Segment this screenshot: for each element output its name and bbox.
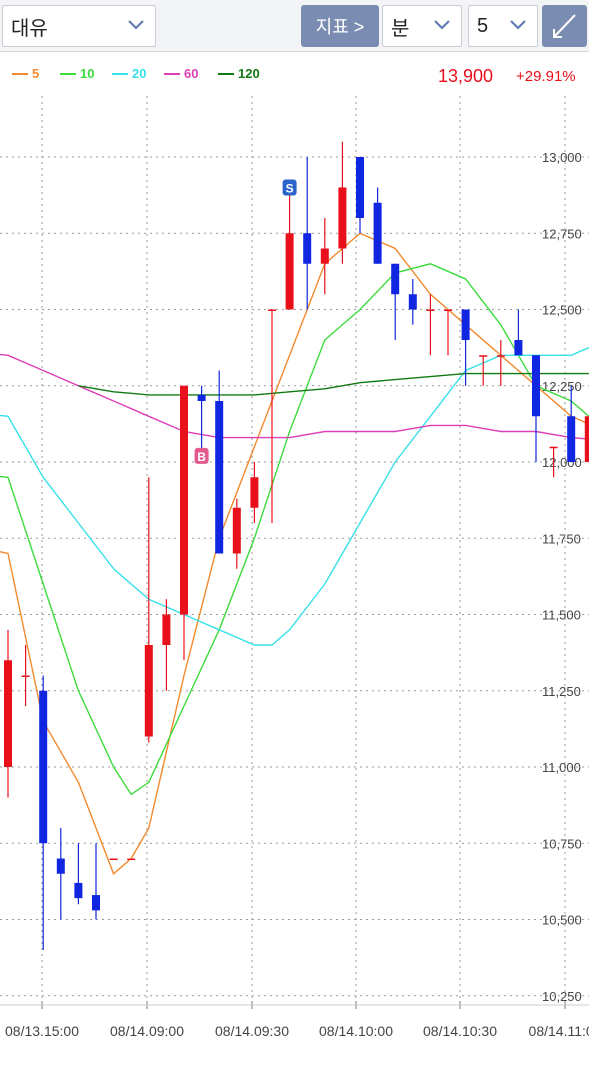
signal-marker-label: S xyxy=(286,182,294,196)
y-tick-label: 10,250 xyxy=(542,989,582,1004)
candle-body xyxy=(444,309,452,311)
x-tick-label: 08/14.10:30 xyxy=(423,1023,497,1039)
legend: 5 10 20 60 120 xyxy=(0,56,589,96)
x-tick-label: 08/14.09:00 xyxy=(110,1023,184,1039)
signal-marker xyxy=(194,447,209,464)
candle-body xyxy=(391,263,400,295)
period-value: 5 xyxy=(477,14,489,37)
candle-body xyxy=(549,446,558,449)
y-tick-label: 12,250 xyxy=(542,379,582,394)
chevron-down-icon xyxy=(128,20,144,30)
toolbar: 대유 지표 > 분 5 xyxy=(0,0,589,52)
candle-body xyxy=(127,858,136,860)
candle-body xyxy=(56,858,65,874)
legend-swatch xyxy=(164,72,180,75)
stock-select[interactable]: 대유 xyxy=(2,5,156,47)
x-tick-label: 08/13.15:00 xyxy=(5,1023,79,1039)
legend-item-ma20: 20 xyxy=(112,66,146,81)
y-tick-label: 11,000 xyxy=(542,760,581,775)
ma-line-5 xyxy=(0,232,589,875)
y-tick-label: 11,750 xyxy=(542,531,581,546)
legend-swatch xyxy=(12,72,28,75)
x-tick-label: 08/14.11:00 xyxy=(529,1023,589,1039)
candle-body xyxy=(74,882,83,899)
candle-body xyxy=(303,233,312,264)
candle-body xyxy=(215,401,224,554)
candle-body xyxy=(461,309,470,340)
candle-body xyxy=(4,660,12,767)
y-tick-label: 12,750 xyxy=(542,226,582,241)
candle-body xyxy=(373,202,382,264)
legend-item-ma120: 120 xyxy=(218,66,260,81)
candle-body xyxy=(479,355,488,357)
signal-marker-label: B xyxy=(197,450,206,464)
legend-label: 5 xyxy=(32,66,40,81)
candle-body xyxy=(408,294,417,310)
y-tick-label: 10,750 xyxy=(542,836,582,851)
legend-item-ma10: 10 xyxy=(60,66,94,81)
chevron-down-icon xyxy=(434,20,450,30)
candle-body xyxy=(109,858,118,860)
candle-body xyxy=(232,507,241,554)
legend-item-ma5: 5 xyxy=(12,66,39,81)
candle-body xyxy=(532,355,540,417)
candle-body xyxy=(584,416,589,462)
y-tick-label: 12,500 xyxy=(542,303,582,318)
candle-body xyxy=(180,385,188,615)
candle-body xyxy=(496,355,505,357)
candle-body xyxy=(426,309,435,311)
y-tick-label: 12,000 xyxy=(542,455,582,470)
indicator-label: 지표 > xyxy=(315,17,365,37)
candle-body xyxy=(197,394,206,401)
candle-body xyxy=(39,690,48,844)
candle-body xyxy=(144,645,153,737)
current-price: 13,900 xyxy=(438,66,494,86)
candle-body xyxy=(250,477,259,508)
diagonal-line-icon xyxy=(553,14,576,38)
candle-body xyxy=(92,895,100,911)
legend-item-ma60: 60 xyxy=(164,66,198,81)
legend-label: 10 xyxy=(80,66,95,81)
y-tick-label: 11,500 xyxy=(542,608,581,623)
candle-body xyxy=(268,309,276,311)
draw-tool-button[interactable] xyxy=(542,5,587,47)
y-tick-label: 13,000 xyxy=(542,150,582,165)
legend-swatch xyxy=(218,72,234,75)
y-tick-label: 11,250 xyxy=(542,684,581,699)
candle-body xyxy=(356,157,364,218)
legend-label: 60 xyxy=(184,66,199,81)
candlestick-chart[interactable]: 13,000 12,750 12,500 12,250 12,000 11,750 11,5… xyxy=(0,96,589,1080)
legend-swatch xyxy=(60,72,76,75)
stock-name: 대유 xyxy=(11,17,48,40)
legend-label: 120 xyxy=(238,66,260,81)
price-change: +29.91% xyxy=(516,68,576,85)
indicator-button[interactable]: 지표 > xyxy=(301,5,379,47)
period-value-select[interactable]: 5 xyxy=(468,5,538,47)
x-tick-label: 08/14.09:30 xyxy=(215,1023,289,1039)
candle-body xyxy=(285,233,294,310)
legend-label: 20 xyxy=(132,66,147,81)
candle-body xyxy=(320,248,329,264)
candle-body xyxy=(567,416,576,462)
y-tick-label: 10,500 xyxy=(542,913,582,928)
candle-body xyxy=(21,675,30,677)
candle-body xyxy=(514,340,523,356)
candle-body xyxy=(162,614,171,645)
legend-swatch xyxy=(112,72,128,75)
period-type-select[interactable]: 분 xyxy=(382,5,462,47)
candle-body xyxy=(338,187,347,249)
period-type-value: 분 xyxy=(391,17,410,40)
chevron-down-icon xyxy=(510,20,526,30)
ma-line-20 xyxy=(0,346,589,646)
x-tick-label: 08/14.10:00 xyxy=(319,1023,393,1039)
signal-marker xyxy=(282,179,297,196)
ma-line-120 xyxy=(78,372,589,396)
